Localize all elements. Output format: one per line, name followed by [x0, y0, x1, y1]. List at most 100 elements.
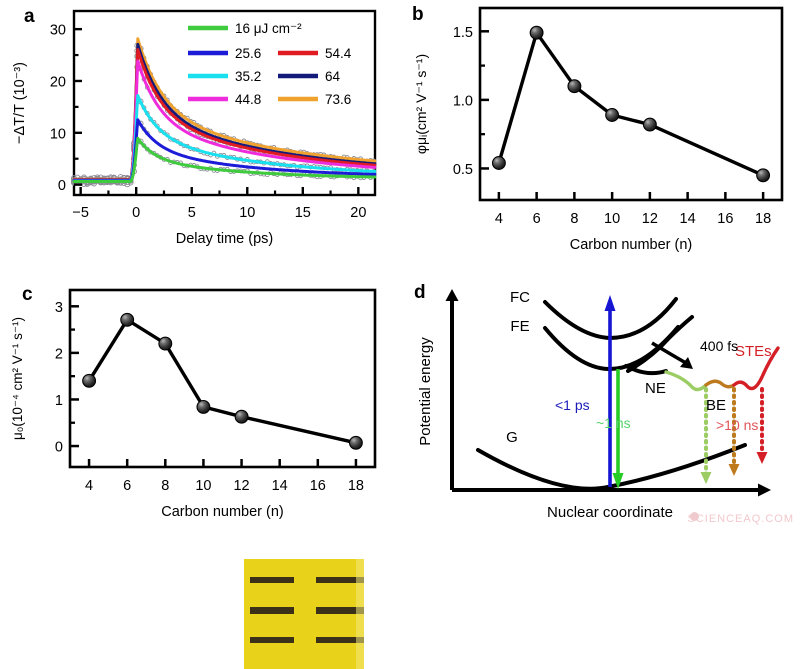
- data-point: [235, 410, 248, 423]
- electrode-bar: [250, 577, 294, 583]
- panel-a-legend: [188, 28, 318, 99]
- electrode-bar: [250, 637, 294, 643]
- ne-label: NE: [645, 380, 666, 397]
- plot-xlabel: Carbon number (n): [570, 237, 693, 253]
- data-point: [568, 80, 581, 93]
- panel-c-letter: c: [22, 285, 33, 304]
- g-label: G: [506, 429, 518, 446]
- y-tick-label: 1.5: [453, 25, 473, 41]
- x-tick-label: 5: [188, 205, 196, 221]
- data-point: [121, 313, 134, 326]
- relaxation-hook: [626, 366, 666, 373]
- panel-a-letter: a: [24, 7, 35, 26]
- panel-d-diagram: Nuclear coordinate Potential energy FC FE G N…: [400, 265, 800, 530]
- data-point: [757, 169, 770, 182]
- x-tick-label: 18: [755, 211, 771, 227]
- y-tick-label: 30: [50, 23, 66, 39]
- green-dotted-emission-head: [701, 472, 712, 484]
- plot-ylabel: φμᵢ(cm² V⁻¹ s⁻¹): [413, 54, 429, 154]
- four-hundred-fs-arrow: [652, 343, 686, 363]
- x-axis-arrowhead: [758, 484, 771, 497]
- legend-label: 25.6: [235, 46, 261, 61]
- panel-d-letter: d: [414, 283, 426, 302]
- y-tick-label: 1.0: [453, 93, 473, 109]
- data-point: [159, 337, 172, 350]
- x-tick-label: 0: [132, 205, 140, 221]
- legend-label: 73.6: [325, 92, 351, 107]
- ste-green-curve: [666, 372, 706, 390]
- y-tick-label: 0.5: [453, 162, 473, 178]
- x-tick-label: 4: [495, 211, 503, 227]
- x-tick-label: 14: [680, 211, 696, 227]
- panel-c-chart: 4 6 8 10 12 14 16 180123Carbon number (n)μ₀(10⁻…: [0, 265, 400, 530]
- data-point: [83, 374, 96, 387]
- y-tick-label: 3: [55, 300, 63, 316]
- plot-ticks: [70, 306, 356, 467]
- plot-frame: [70, 290, 375, 467]
- x-tick-label: 16: [717, 211, 733, 227]
- x-tick-label: 6: [533, 211, 541, 227]
- time-1ns-label: ~1 ns: [596, 415, 631, 431]
- fe-label: FE: [510, 318, 529, 335]
- time-1ps-label: <1 ps: [555, 397, 590, 413]
- panel-b-chart: 4 6 8 10 12 14 16 18 0.5 1.0 1.5 Carbon number (n) φ…: [400, 0, 800, 265]
- panel-b: b 4 6 8 10 12 14 16 18 0.5 1.0 1.5 Carbon number (n…: [400, 0, 800, 265]
- time-400fs-label: 400 fs: [700, 338, 738, 354]
- y-tick-label: 10: [50, 126, 66, 142]
- time-10ns-label: >10 ns: [716, 417, 758, 433]
- photo-edge-highlight: [356, 559, 364, 669]
- legend-label: 44.8: [235, 92, 261, 107]
- excitation-arrowhead: [605, 295, 616, 311]
- x-tick-label: 4: [85, 478, 93, 494]
- x-tick-label: 15: [295, 205, 311, 221]
- fc-label: FC: [510, 289, 530, 306]
- panel-b-letter: b: [412, 5, 424, 24]
- y-tick-label: 2: [55, 346, 63, 362]
- y-tick-label: 0: [58, 178, 66, 194]
- data-point: [530, 26, 543, 39]
- panel-d: d Nuclear coordinate Potential energy FC FE…: [400, 265, 800, 530]
- brown-dotted-emission-head: [729, 464, 740, 476]
- panel-d-ylabel: Potential energy: [417, 337, 434, 446]
- x-tick-label: 8: [161, 478, 169, 494]
- data-line: [499, 33, 763, 176]
- x-tick-label: 16: [310, 478, 326, 494]
- x-tick-label: 6: [123, 478, 131, 494]
- watermark-text: SCIENCEAQ.COM: [687, 513, 794, 525]
- y-tick-label: 0: [55, 440, 63, 456]
- legend-label: 35.2: [235, 69, 261, 84]
- red-dotted-emission-head: [757, 452, 768, 464]
- x-tick-label: 12: [642, 211, 658, 227]
- be-label: BE: [706, 397, 726, 414]
- legend-label: 64: [325, 69, 341, 84]
- panel-d-xlabel: Nuclear coordinate: [547, 504, 673, 521]
- data-point: [350, 436, 363, 449]
- plot-ylabel: μ₀(10⁻⁴ cm² V⁻¹ s⁻¹): [10, 317, 25, 440]
- x-tick-label: 18: [348, 478, 364, 494]
- legend-label: 16 μJ cm⁻²: [235, 21, 302, 36]
- x-tick-label: 10: [195, 478, 211, 494]
- legend-label: 54.4: [325, 46, 352, 61]
- stes-label: STEs: [735, 343, 772, 360]
- electrode-bar: [250, 607, 294, 614]
- data-point: [493, 157, 506, 170]
- x-tick-label: −5: [72, 205, 89, 221]
- y-tick-label: 20: [50, 74, 66, 90]
- sample-photo-background: [244, 559, 364, 669]
- x-tick-label: 10: [604, 211, 620, 227]
- x-tick-label: 20: [350, 205, 366, 221]
- x-tick-label: 12: [233, 478, 249, 494]
- panel-a-xlabel: Delay time (ps): [176, 231, 274, 247]
- panel-c: c 4 6 8 10 12 14 16 18 0 1 2 3 Carbon number (n) μ₀(1…: [0, 265, 400, 530]
- ste-brown-curve: [706, 381, 734, 387]
- data-point: [606, 109, 619, 122]
- plot-xlabel: Carbon number (n): [161, 504, 284, 520]
- data-markers: [83, 313, 363, 449]
- panel-a: a −5 0 5 10 15 20 0 10 20 30 Delay time (ps) −ΔT/T …: [0, 0, 400, 265]
- panel-a-ylabel: −ΔT/T (10⁻³): [12, 62, 28, 144]
- sample-photograph-inset: [244, 559, 364, 669]
- plot-frame: [480, 8, 782, 200]
- y-axis-arrowhead: [446, 289, 459, 301]
- x-tick-label: 8: [570, 211, 578, 227]
- data-point: [644, 118, 657, 131]
